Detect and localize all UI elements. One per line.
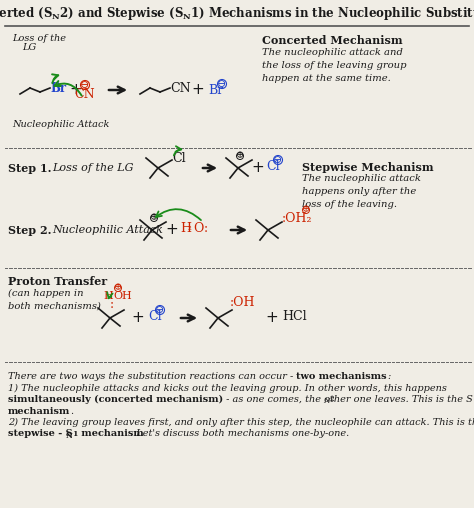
Text: CN: CN xyxy=(170,81,191,94)
Text: The nucleophilic attack and
the loss of the leaving group
happen at the same tim: The nucleophilic attack and the loss of … xyxy=(262,48,407,83)
Text: CN: CN xyxy=(75,88,95,102)
Text: :OH: :OH xyxy=(230,296,255,308)
Text: N: N xyxy=(323,397,329,405)
Text: +: + xyxy=(70,82,82,98)
Text: ⊖: ⊖ xyxy=(80,80,90,90)
Text: Cl: Cl xyxy=(148,309,162,323)
Text: Step 1.: Step 1. xyxy=(8,163,52,174)
Text: The nucleophilic attack
happens only after the
loss of the leaving.: The nucleophilic attack happens only aft… xyxy=(302,174,421,209)
Text: HCl: HCl xyxy=(282,309,307,323)
Text: Loss of the LG: Loss of the LG xyxy=(52,163,134,173)
Text: 1) The nucleophile attacks and kicks out the leaving group. In other words, this: 1) The nucleophile attacks and kicks out… xyxy=(8,384,447,393)
Text: :: : xyxy=(387,372,390,381)
Text: Proton Transfer: Proton Transfer xyxy=(8,276,107,287)
Text: Concerted Mechanism: Concerted Mechanism xyxy=(262,35,402,46)
Text: H: H xyxy=(103,291,113,301)
Text: Br: Br xyxy=(208,83,223,97)
Text: ⊕: ⊕ xyxy=(236,151,244,161)
Text: N: N xyxy=(66,431,73,439)
Text: Nucleophilic Attack: Nucleophilic Attack xyxy=(52,225,163,235)
Text: O: O xyxy=(113,291,123,301)
Text: mechanism: mechanism xyxy=(8,406,70,416)
Text: Cl: Cl xyxy=(172,151,186,165)
Text: Br: Br xyxy=(50,81,66,94)
Text: 2) The leaving group leaves first, and only after this step, the nucleophile can: 2) The leaving group leaves first, and o… xyxy=(8,418,474,427)
Text: ⊖: ⊖ xyxy=(155,305,164,315)
Text: ⊕: ⊕ xyxy=(150,213,158,223)
Text: ⊖: ⊖ xyxy=(217,79,227,89)
Text: :: : xyxy=(204,221,208,235)
Text: :OH₂: :OH₂ xyxy=(282,211,312,225)
Text: (can happen in
both mechanisms): (can happen in both mechanisms) xyxy=(8,289,101,310)
Text: - as one comes, the other one leaves. This is the S: - as one comes, the other one leaves. Th… xyxy=(223,395,473,404)
Text: ⊖: ⊖ xyxy=(273,155,283,165)
Text: :: : xyxy=(110,298,114,310)
Text: stepwise - S: stepwise - S xyxy=(8,429,73,438)
Text: Stepwise Mechanism: Stepwise Mechanism xyxy=(302,162,434,173)
Text: 2: 2 xyxy=(329,395,334,403)
Text: There are two ways the substitution reactions can occur -: There are two ways the substitution reac… xyxy=(8,372,296,381)
Text: mechanism: mechanism xyxy=(78,429,144,438)
Text: H: H xyxy=(121,291,131,301)
Text: LG: LG xyxy=(22,43,36,52)
Text: Cl: Cl xyxy=(266,160,280,173)
Text: +: + xyxy=(132,310,145,326)
Text: +: + xyxy=(165,223,178,238)
Text: +: + xyxy=(191,82,204,98)
Text: .: . xyxy=(70,406,73,416)
Text: Concerted ($\mathdefault{S_N}$2) and Stepwise ($\mathdefault{S_N}$1) Mechanisms : Concerted ($\mathdefault{S_N}$2) and Ste… xyxy=(0,6,474,22)
Text: Loss of the: Loss of the xyxy=(12,34,66,43)
Text: H: H xyxy=(180,221,191,235)
Text: Nucleophilic Attack: Nucleophilic Attack xyxy=(12,120,109,129)
Text: O: O xyxy=(193,221,203,235)
Text: . Let's discuss both mechanisms one-by-one.: . Let's discuss both mechanisms one-by-o… xyxy=(130,429,349,438)
Text: two mechanisms: two mechanisms xyxy=(296,372,387,381)
Text: Step 2.: Step 2. xyxy=(8,225,52,236)
Text: ⊕: ⊕ xyxy=(302,206,310,214)
Text: 1: 1 xyxy=(72,429,77,437)
Text: ⊕: ⊕ xyxy=(114,283,122,293)
Text: +: + xyxy=(252,161,264,175)
Text: +: + xyxy=(265,310,278,326)
Text: ₂: ₂ xyxy=(188,224,192,233)
Text: simultaneously (concerted mechanism): simultaneously (concerted mechanism) xyxy=(8,395,223,404)
